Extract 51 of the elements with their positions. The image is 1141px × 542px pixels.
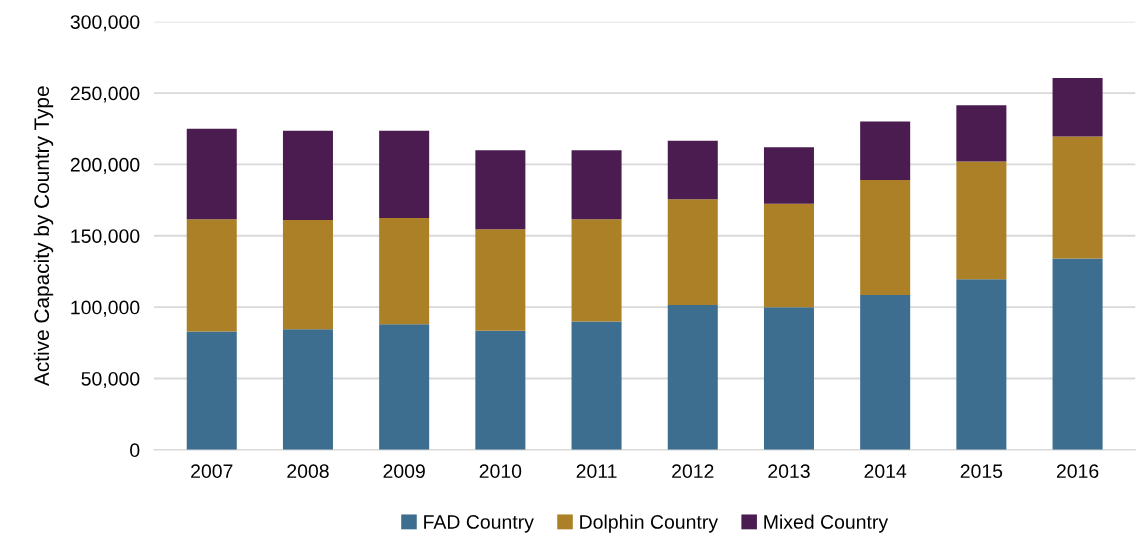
x-tick-label: 2015 [960,464,1003,479]
x-tick-label: 2013 [768,464,810,479]
bar [956,161,1007,280]
legend-label: FAD Country [424,515,534,533]
y-tick-label: 200,000 [70,157,140,174]
bar [860,180,911,295]
bar [763,203,814,308]
bar [475,150,526,230]
y-axis-title: Active Capacity by Country Type [33,86,54,387]
bar [1052,78,1103,137]
bar [571,321,622,450]
bar [667,304,718,450]
bar [186,219,237,332]
bar [1052,136,1103,259]
bar [186,331,237,450]
bar [667,140,718,200]
bar [282,329,333,450]
bar [282,220,333,330]
bar [379,324,430,450]
y-tick-label: 50,000 [81,371,140,389]
bar [860,295,911,450]
bar [282,130,333,221]
bar [379,130,430,218]
y-tick-label: 100,000 [71,300,140,317]
x-tick-label: 2010 [479,464,522,479]
bar [763,147,814,204]
y-tick-label: 300,000 [70,15,140,32]
x-tick-label: 2008 [287,464,329,479]
x-tick-label: 2014 [864,464,907,479]
bar [1052,258,1103,450]
x-tick-label: 2009 [383,464,425,479]
bar [571,150,622,220]
x-tick-label: 2011 [576,464,617,479]
bar [667,199,718,305]
x-tick-label: 2007 [191,464,233,479]
bar [571,219,622,322]
legend-label: Mixed Country [764,514,889,533]
bar [860,121,911,181]
y-tick-label: 150,000 [71,229,140,246]
y-tick-label: 250,000 [70,86,140,103]
bar [475,229,526,331]
bar [763,307,814,450]
bar [956,279,1007,450]
bar [379,217,430,325]
x-tick-label: 2016 [1056,464,1099,479]
x-tick-label: 2012 [672,464,714,479]
bar [956,105,1007,162]
bar [186,128,237,220]
legend-label: Dolphin Country [580,514,719,533]
bar [475,330,526,450]
y-tick-label: 0 [130,443,140,458]
